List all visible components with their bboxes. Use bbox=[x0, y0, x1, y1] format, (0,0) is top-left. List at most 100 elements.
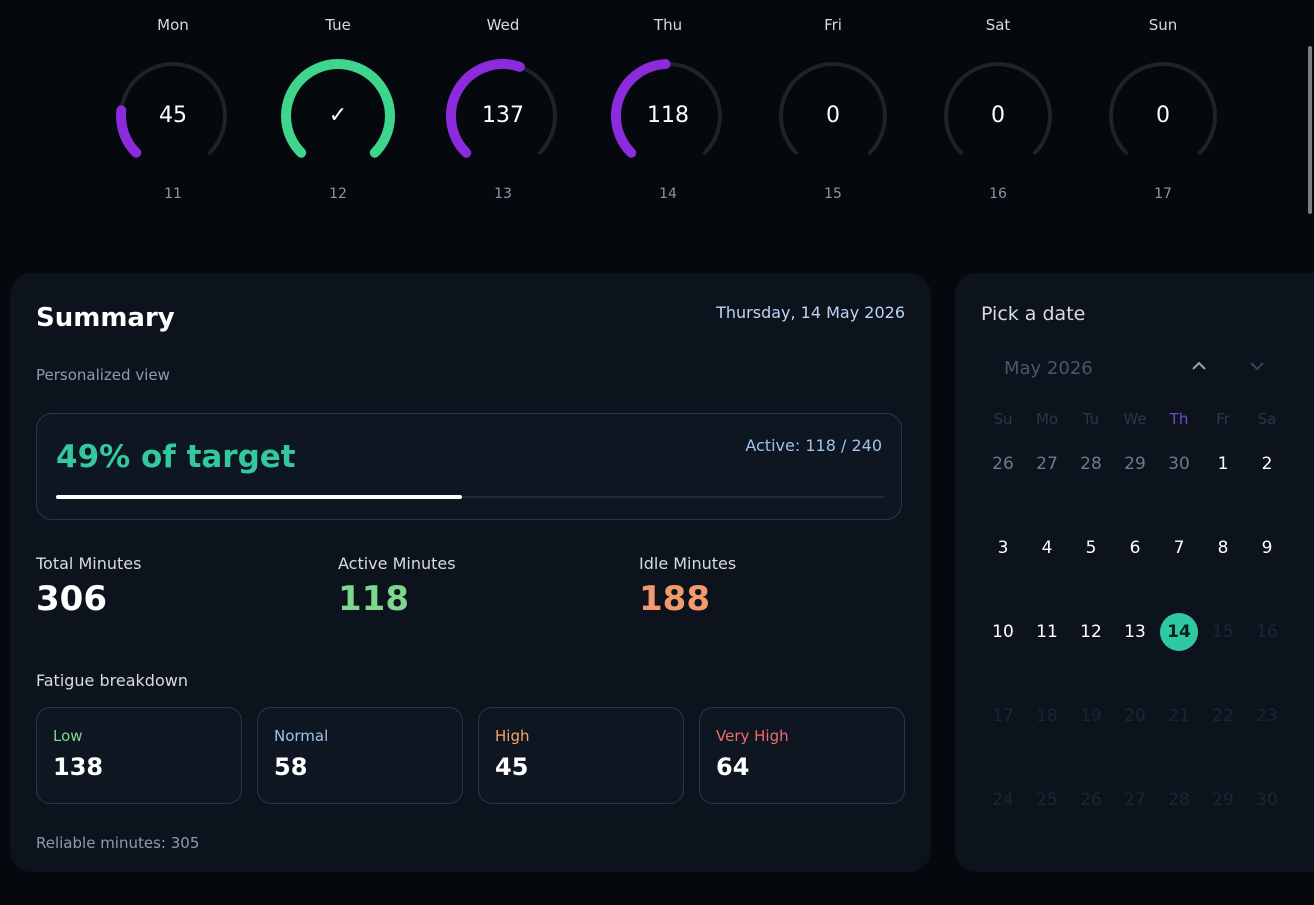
day-value: 0 bbox=[991, 103, 1005, 128]
progress-ring bbox=[779, 62, 887, 155]
calendar-day: 27 bbox=[1124, 790, 1146, 810]
weekday-header: We bbox=[1123, 410, 1147, 428]
previous-month-button[interactable] bbox=[1184, 357, 1214, 381]
progress-ring bbox=[281, 59, 395, 158]
fatigue-card-normal: Normal 58 bbox=[257, 707, 463, 804]
calendar-day[interactable]: 2 bbox=[1261, 454, 1273, 474]
day-gauge-thu[interactable]: Thu 118 14 bbox=[598, 0, 738, 220]
chevron-up-icon bbox=[1192, 361, 1206, 370]
day-name: Tue bbox=[325, 16, 351, 34]
calendar-day: 17 bbox=[992, 706, 1014, 726]
day-gauge-sat[interactable]: Sat 0 16 bbox=[928, 0, 1068, 220]
day-value: 0 bbox=[1156, 103, 1170, 128]
day-name: Mon bbox=[157, 16, 189, 34]
fatigue-label: High bbox=[495, 727, 530, 745]
fatigue-card-very-high: Very High 64 bbox=[699, 707, 905, 804]
calendar-day[interactable]: 10 bbox=[992, 622, 1014, 642]
active-label: Active: bbox=[745, 436, 801, 455]
day-date: 13 bbox=[494, 186, 512, 202]
day-value: 45 bbox=[159, 103, 187, 128]
calendar-day: 22 bbox=[1212, 706, 1234, 726]
day-date: 12 bbox=[329, 186, 347, 202]
day-value: 0 bbox=[826, 103, 840, 128]
next-month-button[interactable] bbox=[1242, 357, 1272, 381]
progress-ring bbox=[1109, 62, 1217, 155]
calendar-day: 15 bbox=[1212, 622, 1234, 642]
chevron-down-icon bbox=[1250, 362, 1264, 371]
calendar-day: 26 bbox=[1080, 790, 1102, 810]
target-progress-box: 49% of target Active: 118 / 240 bbox=[36, 413, 902, 520]
calendar-day[interactable]: 26 bbox=[992, 454, 1014, 474]
calendar-day: 24 bbox=[992, 790, 1014, 810]
day-gauge-wed[interactable]: Wed 137 13 bbox=[433, 0, 573, 220]
day-name: Sat bbox=[985, 16, 1011, 34]
metric-active: Active Minutes 118 bbox=[338, 554, 456, 619]
day-value: 118 bbox=[647, 103, 689, 128]
day-value: 137 bbox=[482, 103, 524, 128]
reliable-minutes: Reliable minutes: 305 bbox=[36, 834, 200, 852]
summary-subtitle: Personalized view bbox=[36, 366, 170, 384]
day-date: 14 bbox=[659, 186, 677, 202]
day-gauge-tue[interactable]: Tue ✓ 12 bbox=[268, 0, 408, 220]
progress-ring-track bbox=[1109, 62, 1217, 155]
calendar-day[interactable]: 9 bbox=[1261, 538, 1273, 558]
calendar-day: 23 bbox=[1256, 706, 1278, 726]
fatigue-value: 58 bbox=[274, 753, 308, 781]
summary-title: Summary bbox=[36, 303, 175, 333]
calendar-day-selected[interactable]: 14 bbox=[1160, 613, 1198, 651]
fatigue-label: Very High bbox=[716, 727, 789, 745]
metric-value: 306 bbox=[36, 579, 107, 619]
calendar-day[interactable]: 8 bbox=[1217, 538, 1229, 558]
day-gauge-fri[interactable]: Fri 0 15 bbox=[763, 0, 903, 220]
day-name: Sun bbox=[1148, 16, 1178, 34]
month-label[interactable]: May 2026 bbox=[1004, 358, 1093, 379]
day-name: Wed bbox=[486, 16, 520, 34]
calendar-day[interactable]: 1 bbox=[1217, 454, 1229, 474]
date-picker-title: Pick a date bbox=[981, 303, 1086, 325]
day-date: 15 bbox=[824, 186, 842, 202]
calendar-day: 28 bbox=[1168, 790, 1190, 810]
active-separator: / bbox=[840, 436, 847, 455]
calendar-day: 16 bbox=[1256, 622, 1278, 642]
progress-ring bbox=[116, 62, 227, 158]
calendar-day[interactable]: 6 bbox=[1129, 538, 1141, 558]
weekday-header: Tu bbox=[1082, 410, 1100, 428]
calendar-day[interactable]: 30 bbox=[1168, 454, 1190, 474]
fatigue-label: Normal bbox=[274, 727, 329, 745]
calendar-day[interactable]: 12 bbox=[1080, 622, 1102, 642]
metric-label: Idle Minutes bbox=[639, 554, 737, 573]
weekday-header: Su bbox=[993, 410, 1013, 428]
fatigue-value: 45 bbox=[495, 753, 529, 781]
fatigue-value: 64 bbox=[716, 753, 750, 781]
calendar-day: 21 bbox=[1168, 706, 1190, 726]
calendar-day: 29 bbox=[1212, 790, 1234, 810]
calendar-day: 25 bbox=[1036, 790, 1058, 810]
calendar-day[interactable]: 28 bbox=[1080, 454, 1102, 474]
fatigue-breakdown-title: Fatigue breakdown bbox=[36, 671, 188, 690]
calendar-day[interactable]: 5 bbox=[1085, 538, 1097, 558]
scrollbar-thumb[interactable] bbox=[1308, 46, 1312, 214]
day-value: ✓ bbox=[328, 103, 348, 128]
weekday-header: Sa bbox=[1257, 410, 1277, 428]
metric-value: 188 bbox=[639, 579, 710, 619]
day-gauge-mon[interactable]: Mon 45 11 bbox=[103, 0, 243, 220]
day-date: 17 bbox=[1154, 186, 1172, 202]
day-gauge-sun[interactable]: Sun 0 17 bbox=[1093, 0, 1233, 220]
week-strip: Mon 45 11 Tue ✓ 12 Wed 137 13 Thu 118 14 Fri 0 15 Sat 0 1… bbox=[0, 0, 1314, 230]
calendar-day[interactable]: 27 bbox=[1036, 454, 1058, 474]
calendar-day[interactable]: 13 bbox=[1124, 622, 1146, 642]
progress-ring-fill bbox=[611, 59, 671, 158]
weekday-header: Fr bbox=[1216, 410, 1230, 428]
calendar-day[interactable]: 7 bbox=[1173, 538, 1185, 558]
date-picker-card: Pick a date May 2026 Su Mo Tu We Th Fr Sa 26 27 2… bbox=[955, 273, 1314, 872]
active-value: 118 bbox=[805, 436, 836, 455]
summary-date: Thursday, 14 May 2026 bbox=[716, 303, 905, 322]
calendar-day[interactable]: 29 bbox=[1124, 454, 1146, 474]
target-progress-fill bbox=[56, 495, 462, 499]
target-percent: 49% of target bbox=[56, 439, 296, 475]
calendar-day: 20 bbox=[1124, 706, 1146, 726]
metric-label: Total Minutes bbox=[36, 554, 142, 573]
calendar-day[interactable]: 11 bbox=[1036, 622, 1058, 642]
calendar-day[interactable]: 3 bbox=[997, 538, 1009, 558]
calendar-day[interactable]: 4 bbox=[1041, 538, 1053, 558]
